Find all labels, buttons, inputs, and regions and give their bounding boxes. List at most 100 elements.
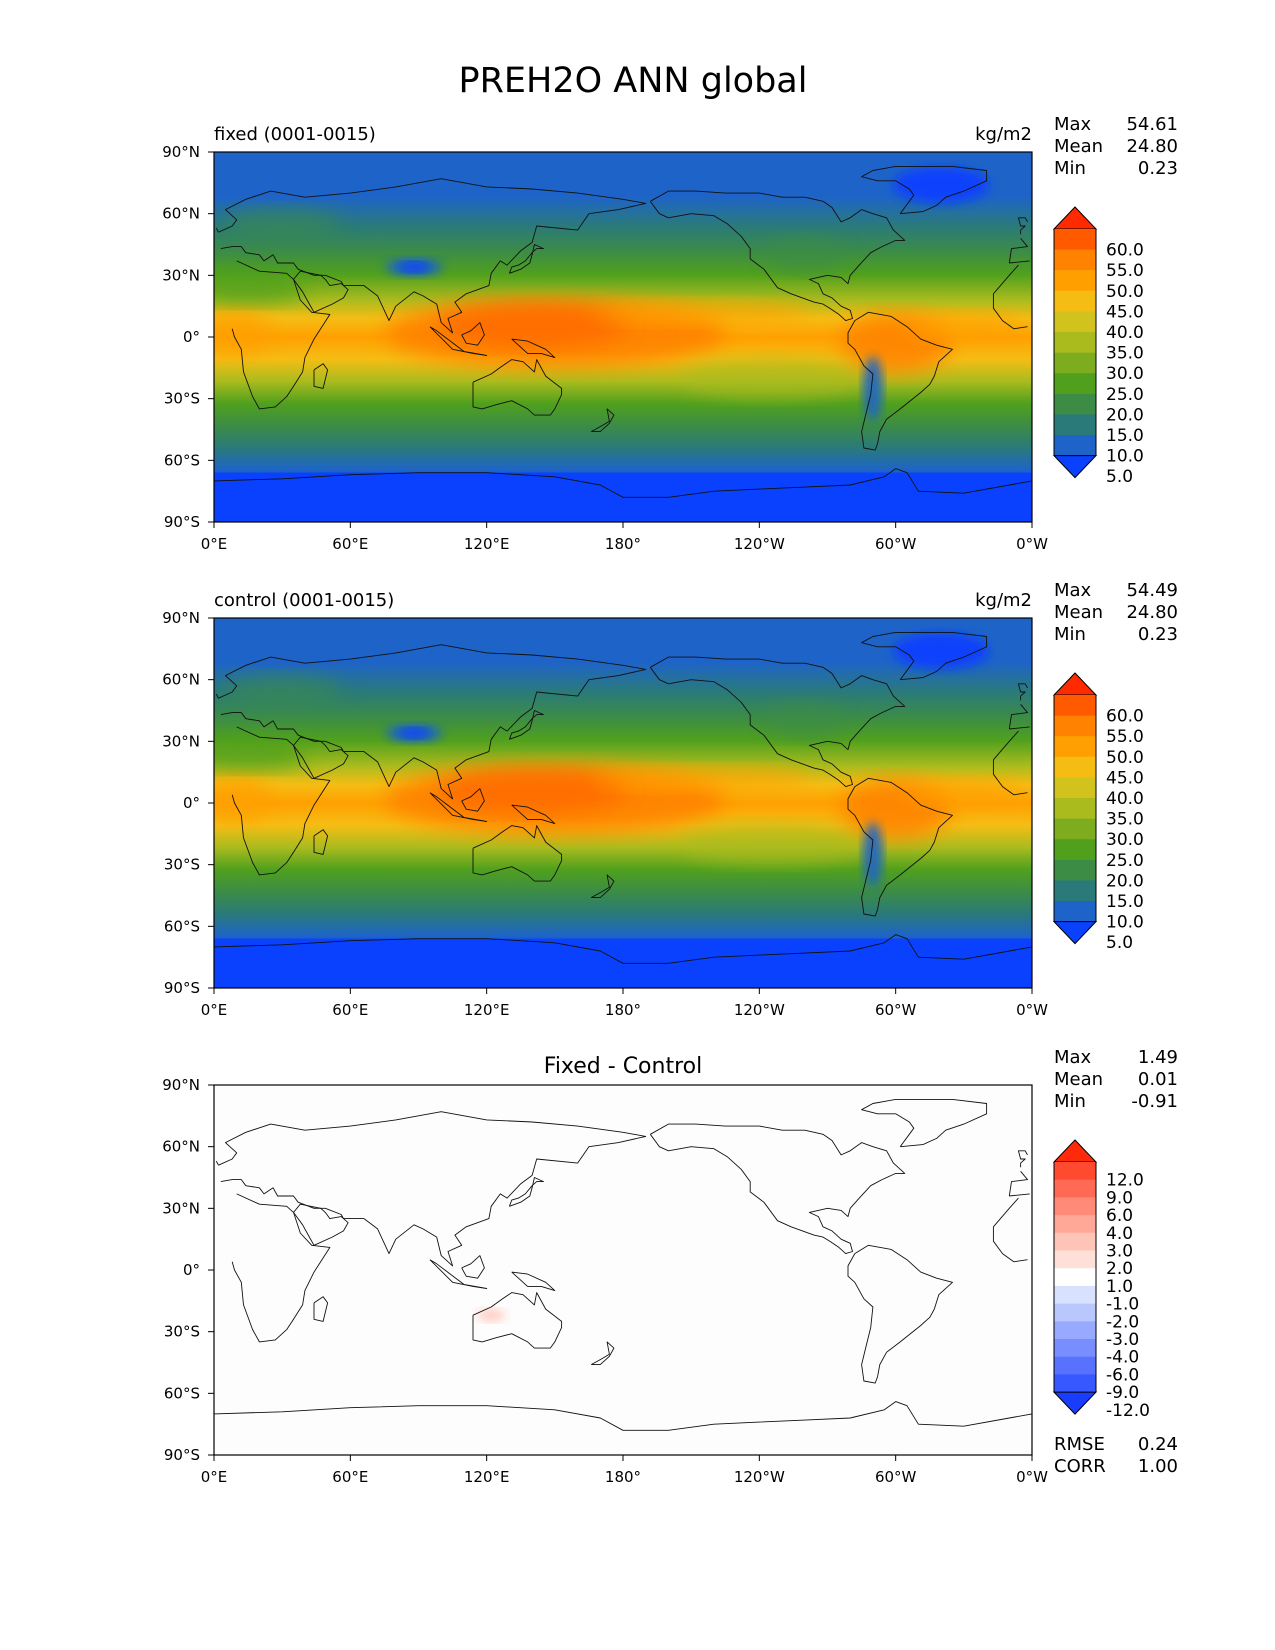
y-tick-label: 0°	[183, 328, 200, 346]
colorbar-segment	[1054, 229, 1096, 251]
colorbar-segment	[1054, 1321, 1096, 1340]
field-europe	[222, 207, 343, 240]
map-fixed	[214, 152, 1032, 522]
colorbar-segment	[1054, 695, 1096, 717]
colorbar-segment	[1054, 1285, 1096, 1305]
coastline-borneo	[461, 1255, 485, 1279]
stat-value: -0.91	[1131, 1091, 1178, 1112]
y-tick-label: 60°N	[162, 671, 200, 689]
coastline-newzealand	[590, 408, 615, 433]
colorbar-segment	[1054, 1374, 1096, 1393]
x-tick-label: 60°W	[875, 535, 917, 553]
stat-value: 0.23	[1138, 624, 1178, 645]
colorbar-segment	[1054, 1232, 1096, 1251]
x-tick-label: 0°E	[201, 1468, 228, 1486]
colorbar-label: -1.0	[1106, 1295, 1139, 1315]
colorbar: 60.055.050.045.040.035.030.025.020.015.0…	[1052, 206, 1144, 487]
x-tick-label: 0°W	[1016, 1001, 1048, 1019]
colorbar-segment	[1054, 1215, 1096, 1234]
x-tick-label: 120°W	[734, 1001, 785, 1019]
colorbar-extend-max	[1052, 672, 1098, 696]
colorbar-segment	[1054, 435, 1096, 457]
y-tick-label: 90°S	[164, 979, 200, 997]
colorbar-label: 20.0	[1106, 871, 1144, 891]
colorbar-segment	[1054, 1356, 1096, 1375]
coastline-greenland	[861, 165, 988, 215]
colorbar-segment	[1054, 777, 1096, 799]
colorbar-extend-min	[1052, 921, 1098, 945]
colorbar-segment	[1054, 332, 1096, 354]
field-warm-core	[437, 302, 628, 347]
colorbar-label: 50.0	[1106, 282, 1144, 302]
stat-label: Min	[1054, 158, 1086, 179]
coastline-borneo	[461, 322, 485, 346]
x-tick-label: 60°E	[332, 1468, 368, 1486]
coastline-indonesia	[429, 326, 488, 356]
colorbar-label: 30.0	[1106, 364, 1144, 384]
coastline-japan	[508, 710, 544, 740]
colorbar-segment	[1054, 270, 1096, 292]
stat-label: Max	[1054, 580, 1092, 601]
y-tick-label: 30°S	[164, 390, 200, 408]
stat-label: Max	[1054, 114, 1092, 135]
colorbar: 12.09.06.04.03.02.01.0-1.0-2.0-3.0-4.0-6…	[1052, 1139, 1150, 1421]
coastline-samerica	[847, 1244, 953, 1384]
colorbar-segment	[1054, 901, 1096, 923]
coastline-antarctica	[214, 468, 1032, 522]
coastline-arabia	[293, 736, 349, 779]
coastline-madagascar	[313, 1296, 329, 1322]
colorbar-segment	[1054, 756, 1096, 778]
coastline-australia	[472, 359, 563, 416]
colorbar-label: 45.0	[1106, 768, 1144, 788]
coastline-australia	[472, 825, 563, 882]
field-north-america	[764, 236, 845, 273]
coastline-japan	[508, 1177, 544, 1207]
figure-title: PREH2O ANN global	[459, 61, 808, 101]
field-andes	[862, 822, 883, 887]
y-tick-label: 90°N	[162, 609, 200, 627]
coastline-madagascar	[313, 363, 329, 389]
colorbar-segment	[1054, 1179, 1096, 1198]
stat-value: 0.24	[1138, 1434, 1178, 1455]
panel-title: control (0001-0015)	[214, 590, 394, 611]
stat-value: 1.00	[1138, 1456, 1178, 1477]
x-tick-label: 120°W	[734, 535, 785, 553]
field-greenland	[893, 166, 990, 203]
x-tick-label: 60°E	[332, 1001, 368, 1019]
colorbar-segment	[1054, 1268, 1096, 1287]
colorbar-label: -3.0	[1106, 1330, 1139, 1350]
panel-title: fixed (0001-0015)	[214, 124, 376, 145]
stat-label: Max	[1054, 1047, 1092, 1068]
panels: fixed (0001-0015) kg/m2 0°E 60°E 120°E 180° 12…	[162, 114, 1178, 1486]
colorbar-label: 25.0	[1106, 851, 1144, 871]
x-tick-label: 60°W	[875, 1001, 917, 1019]
field-tibet-inner	[399, 262, 428, 273]
field-itcz	[592, 766, 813, 791]
coastline-antarctica	[214, 934, 1032, 988]
coastline-australia	[472, 1292, 563, 1349]
stat-label: RMSE	[1054, 1434, 1105, 1455]
y-tick-label: 60°S	[164, 917, 200, 935]
field-se-pacific	[680, 824, 861, 865]
colorbar-segment	[1054, 414, 1096, 436]
colorbar-extend-min	[1052, 455, 1098, 479]
colorbar-label: -9.0	[1106, 1383, 1139, 1403]
y-tick-label: 30°N	[162, 732, 200, 750]
colorbar-outline	[1053, 229, 1097, 456]
x-tick-label: 120°W	[734, 1468, 785, 1486]
y-tick-label: 60°S	[164, 451, 200, 469]
colorbar-label: -2.0	[1106, 1312, 1139, 1332]
coastline-arabia	[293, 270, 349, 313]
colorbar-segment	[1054, 373, 1096, 395]
coastline-japan	[508, 244, 544, 274]
map-control	[214, 618, 1032, 988]
field-andes	[862, 356, 883, 421]
stat-label: CORR	[1054, 1456, 1106, 1477]
y-tick-label: 30°N	[162, 1199, 200, 1217]
stat-value: 1.49	[1138, 1047, 1178, 1068]
colorbar-segment	[1054, 1303, 1096, 1322]
field-congo	[214, 776, 272, 821]
coastline-newguinea	[511, 804, 556, 825]
stat-value: 0.01	[1138, 1069, 1178, 1090]
